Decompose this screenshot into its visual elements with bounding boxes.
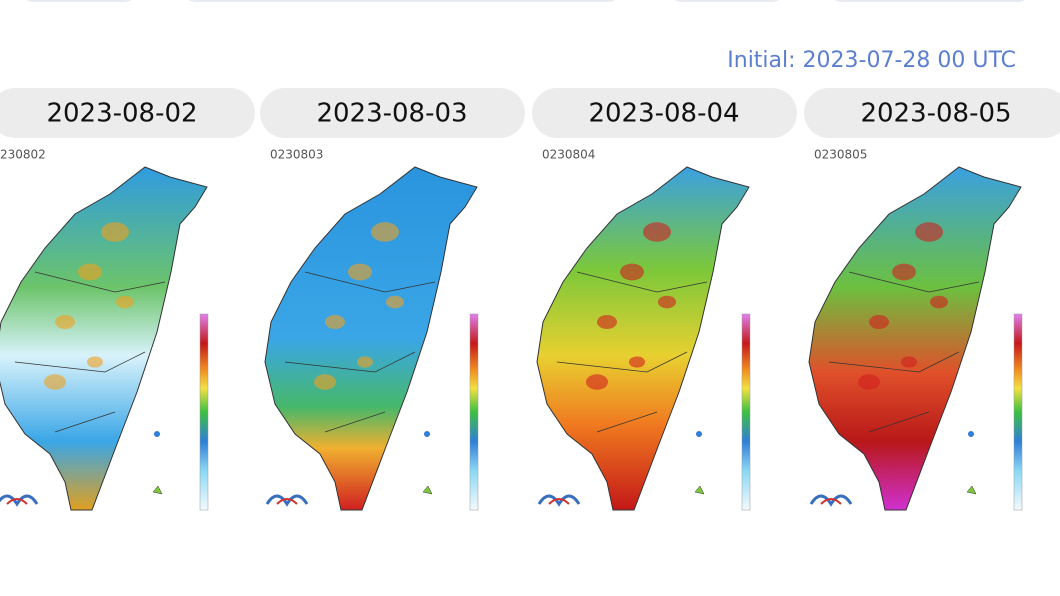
rain-cell — [629, 356, 645, 368]
forecast-panel: 2023-08-05 0230805 — [804, 88, 1060, 511]
rain-cell — [357, 356, 373, 368]
date-tab[interactable] — [0, 88, 255, 138]
color-bar — [199, 313, 209, 511]
rain-cell — [314, 374, 336, 390]
rain-cell — [586, 374, 608, 390]
county-border — [14, 271, 166, 433]
rain-cell — [901, 356, 917, 368]
date-label: 2023-08-03 — [316, 99, 467, 129]
top-button[interactable] — [668, 0, 786, 2]
rain-map — [264, 166, 479, 511]
county-border — [556, 271, 708, 433]
logo — [265, 494, 309, 507]
map-label: 0230805 — [814, 148, 867, 162]
map-label: 230802 — [0, 148, 46, 162]
county-border — [284, 271, 436, 433]
map-label: 0230804 — [542, 148, 595, 162]
rain-cell — [386, 295, 404, 309]
rain-cell — [371, 222, 399, 242]
rain-cell — [930, 295, 948, 309]
rain-cell — [915, 222, 943, 242]
rain-map — [536, 166, 751, 511]
rain-cell — [597, 315, 617, 329]
date-label: 2023-08-04 — [588, 99, 739, 129]
rain-cell — [643, 222, 671, 242]
island-shape — [808, 166, 1022, 511]
color-bar — [741, 313, 751, 511]
top-button[interactable] — [20, 0, 138, 2]
rain-cell — [78, 263, 102, 281]
rain-cell — [87, 356, 103, 368]
color-bar — [469, 313, 479, 511]
date-label: 2023-08-02 — [46, 99, 197, 129]
logo — [0, 494, 39, 507]
county-border — [828, 271, 980, 433]
forecast-panel: 2023-08-03 0230803 — [260, 88, 525, 511]
logo — [548, 498, 570, 505]
island-dot — [422, 485, 433, 495]
rain-cell — [892, 263, 916, 281]
rain-cell — [620, 263, 644, 281]
map-label: 0230803 — [270, 148, 323, 162]
date-label: 2023-08-05 — [860, 99, 1011, 129]
logo — [6, 498, 28, 505]
island-dot — [152, 485, 163, 495]
rain-cell — [101, 222, 129, 242]
island-shape — [536, 166, 750, 511]
island-dot — [968, 431, 974, 437]
island-dot — [694, 485, 705, 495]
logo — [276, 498, 298, 505]
logo — [537, 494, 581, 507]
rain-cell — [858, 374, 880, 390]
rain-cell — [116, 295, 134, 309]
logo — [820, 498, 842, 505]
color-bar — [1013, 313, 1023, 511]
top-button[interactable] — [182, 0, 622, 2]
initial-time: Initial: 2023-07-28 00 UTC — [727, 48, 1016, 73]
rain-map — [0, 166, 209, 511]
rain-cell — [869, 315, 889, 329]
date-tab[interactable] — [532, 88, 797, 138]
logo — [809, 494, 853, 507]
island-shape — [0, 166, 208, 511]
date-tab[interactable] — [804, 88, 1060, 138]
rain-map — [808, 166, 1023, 511]
date-tab[interactable] — [260, 88, 525, 138]
rain-cell — [325, 315, 345, 329]
island-dot — [154, 431, 160, 437]
forecast-panel: 2023-08-02 230802 — [0, 88, 255, 511]
island-dot — [696, 431, 702, 437]
rain-cell — [348, 263, 372, 281]
island-dot — [966, 485, 977, 495]
forecast-panel: 2023-08-04 0230804 — [532, 88, 797, 511]
island-shape — [264, 166, 478, 511]
island-dot — [424, 431, 430, 437]
rain-cell — [658, 295, 676, 309]
rain-cell — [44, 374, 66, 390]
rain-cell — [55, 315, 75, 329]
top-button[interactable] — [828, 0, 1032, 2]
